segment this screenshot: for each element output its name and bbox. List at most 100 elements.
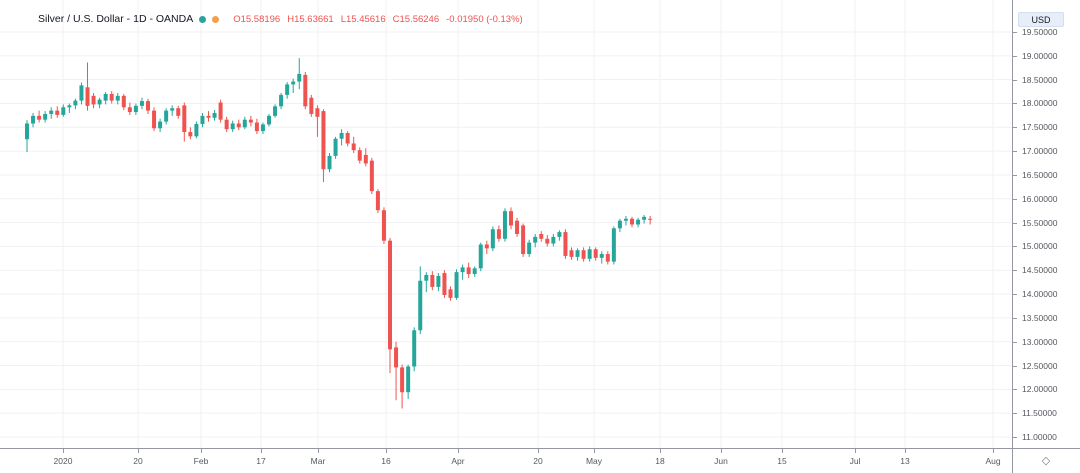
time-axis-label: Apr [451,456,465,466]
price-axis-label: 13.00000 [1022,336,1058,347]
low-value: L15.45616 [340,13,386,25]
candle-body [448,289,453,298]
candle-body [351,143,356,151]
candle-body [79,85,84,101]
candle-body [188,132,193,137]
candle-body [121,95,126,108]
teal-dot-marker[interactable] [199,15,207,23]
candle-body [182,105,187,133]
price-axis-tick [1013,174,1017,176]
candle-body [176,108,181,116]
time-axis-label: Feb [193,456,209,466]
price-axis-tick [1013,365,1017,367]
time-axis-label: Aug [985,456,1001,466]
candle-body [146,101,150,111]
candle-body [139,101,144,106]
axis-corner-separator [1012,449,1013,473]
candle-body [381,210,386,241]
time-axis-label: 16 [381,456,391,466]
candle-body [539,234,544,239]
diamond-icon[interactable]: ◇ [1041,455,1051,467]
candle-body [127,107,132,113]
price-axis-label: 18.50000 [1022,74,1058,85]
orange-dot-marker[interactable] [212,15,220,23]
candle-body [158,121,163,129]
candle-body [442,273,447,296]
price-axis-tick [1013,151,1017,153]
candle-body [605,254,610,262]
price-axis-label: 17.00000 [1022,146,1058,157]
candle-body [490,229,495,249]
candle-body [636,219,641,225]
symbol-title[interactable]: Silver / U.S. Dollar - 1D - OANDA [38,13,194,25]
time-axis-tick [318,449,319,453]
time-axis-label: 17 [256,456,266,466]
candle-body [623,218,628,221]
candle-body [327,155,332,170]
candle-body [279,94,284,107]
time-axis-label: Jul [849,456,861,466]
candle-body [333,138,338,156]
candle-body [285,84,290,95]
time-axis-label: 18 [655,456,665,466]
candle-body [484,244,489,249]
ohlc-readout: O15.58196 H15.63661 L15.45616 C15.56246 … [233,14,522,25]
candle-body [502,211,507,239]
candle-body [309,97,314,114]
price-axis-tick [1013,413,1017,415]
candle-body [460,267,465,273]
candlestick-chart[interactable] [0,0,1012,448]
open-value: O15.58196 [233,13,281,25]
candle-body [260,124,265,132]
candle-body [115,95,120,101]
candle-body [581,250,586,259]
price-axis-label: 15.00000 [1022,241,1058,252]
candle-body [642,216,647,220]
candle-body [533,236,538,243]
candle-body [436,275,441,287]
candle-body [37,115,42,120]
price-axis-label: 14.00000 [1022,289,1058,300]
candle-body [363,154,368,164]
time-axis-tick [201,449,202,453]
candle-body [206,115,211,118]
time-axis-tick [721,449,722,453]
price-axis[interactable]: USD 19.50000 19.00000 18.50000 18.00000 17.5… [1012,0,1080,448]
candle-body [569,250,574,257]
candle-body [315,108,320,117]
candle-body [430,275,435,287]
candle-body [388,240,392,350]
price-axis-label: 11.00000 [1022,432,1057,442]
candle-body [412,330,417,367]
candle-body [545,238,550,244]
candle-body [406,366,411,393]
candle-body [630,218,634,225]
price-axis-label: 18.00000 [1022,98,1058,109]
candle-body [357,150,362,161]
time-axis[interactable]: ◇ 2020 20 Feb 17 Mar 16 Apr 20 May 18 Jun 15 Jul 13 Au… [0,448,1080,473]
price-axis-tick [1013,294,1017,296]
close-value: C15.56246 [392,13,440,25]
price-axis-label: 11.50000 [1022,408,1057,419]
price-axis-tick [1013,317,1017,319]
candle-body [224,119,229,130]
time-axis-tick [538,449,539,453]
price-axis-tick [1013,246,1017,248]
candle-body [218,102,223,120]
candle-body [593,249,598,258]
time-axis-label: Mar [310,456,326,466]
candle-body [521,225,526,255]
price-axis-tick [1013,222,1017,224]
candle-body [557,232,562,237]
candle-body [472,268,477,275]
time-axis-tick [594,449,595,453]
currency-label[interactable]: USD [1018,12,1064,27]
time-axis-tick [138,449,139,453]
time-axis-tick [458,449,459,453]
candle-body [254,122,259,132]
price-axis-tick [1013,341,1017,343]
candle-body [67,105,72,108]
candle-body [31,115,36,124]
candle-body [170,108,175,111]
